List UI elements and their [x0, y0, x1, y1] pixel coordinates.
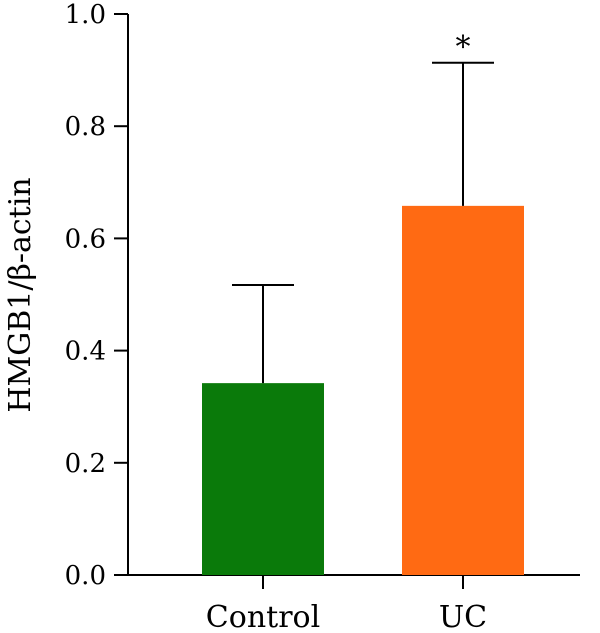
significance-marker: *: [456, 30, 471, 65]
x-axis: Control UC: [128, 574, 580, 633]
bar-control: [202, 383, 324, 575]
bar-uc: [402, 205, 524, 575]
y-tick-label: 0.4: [65, 337, 106, 367]
y-tick-label: 0.2: [65, 449, 106, 479]
y-tick-label: 1.0: [65, 0, 106, 30]
y-tick-label: 0.0: [65, 561, 106, 591]
error-bars: *: [232, 30, 494, 384]
y-axis-label: HMGB1/β-actin: [3, 177, 38, 412]
bars: [202, 205, 524, 575]
y-tick-label: 0.8: [65, 112, 106, 142]
y-axis: 0.0 0.2 0.4 0.6 0.8 1.0: [65, 0, 129, 591]
y-tick-label: 0.6: [65, 224, 106, 254]
x-tick-label-uc: UC: [439, 600, 487, 633]
x-tick-label-control: Control: [206, 600, 320, 633]
